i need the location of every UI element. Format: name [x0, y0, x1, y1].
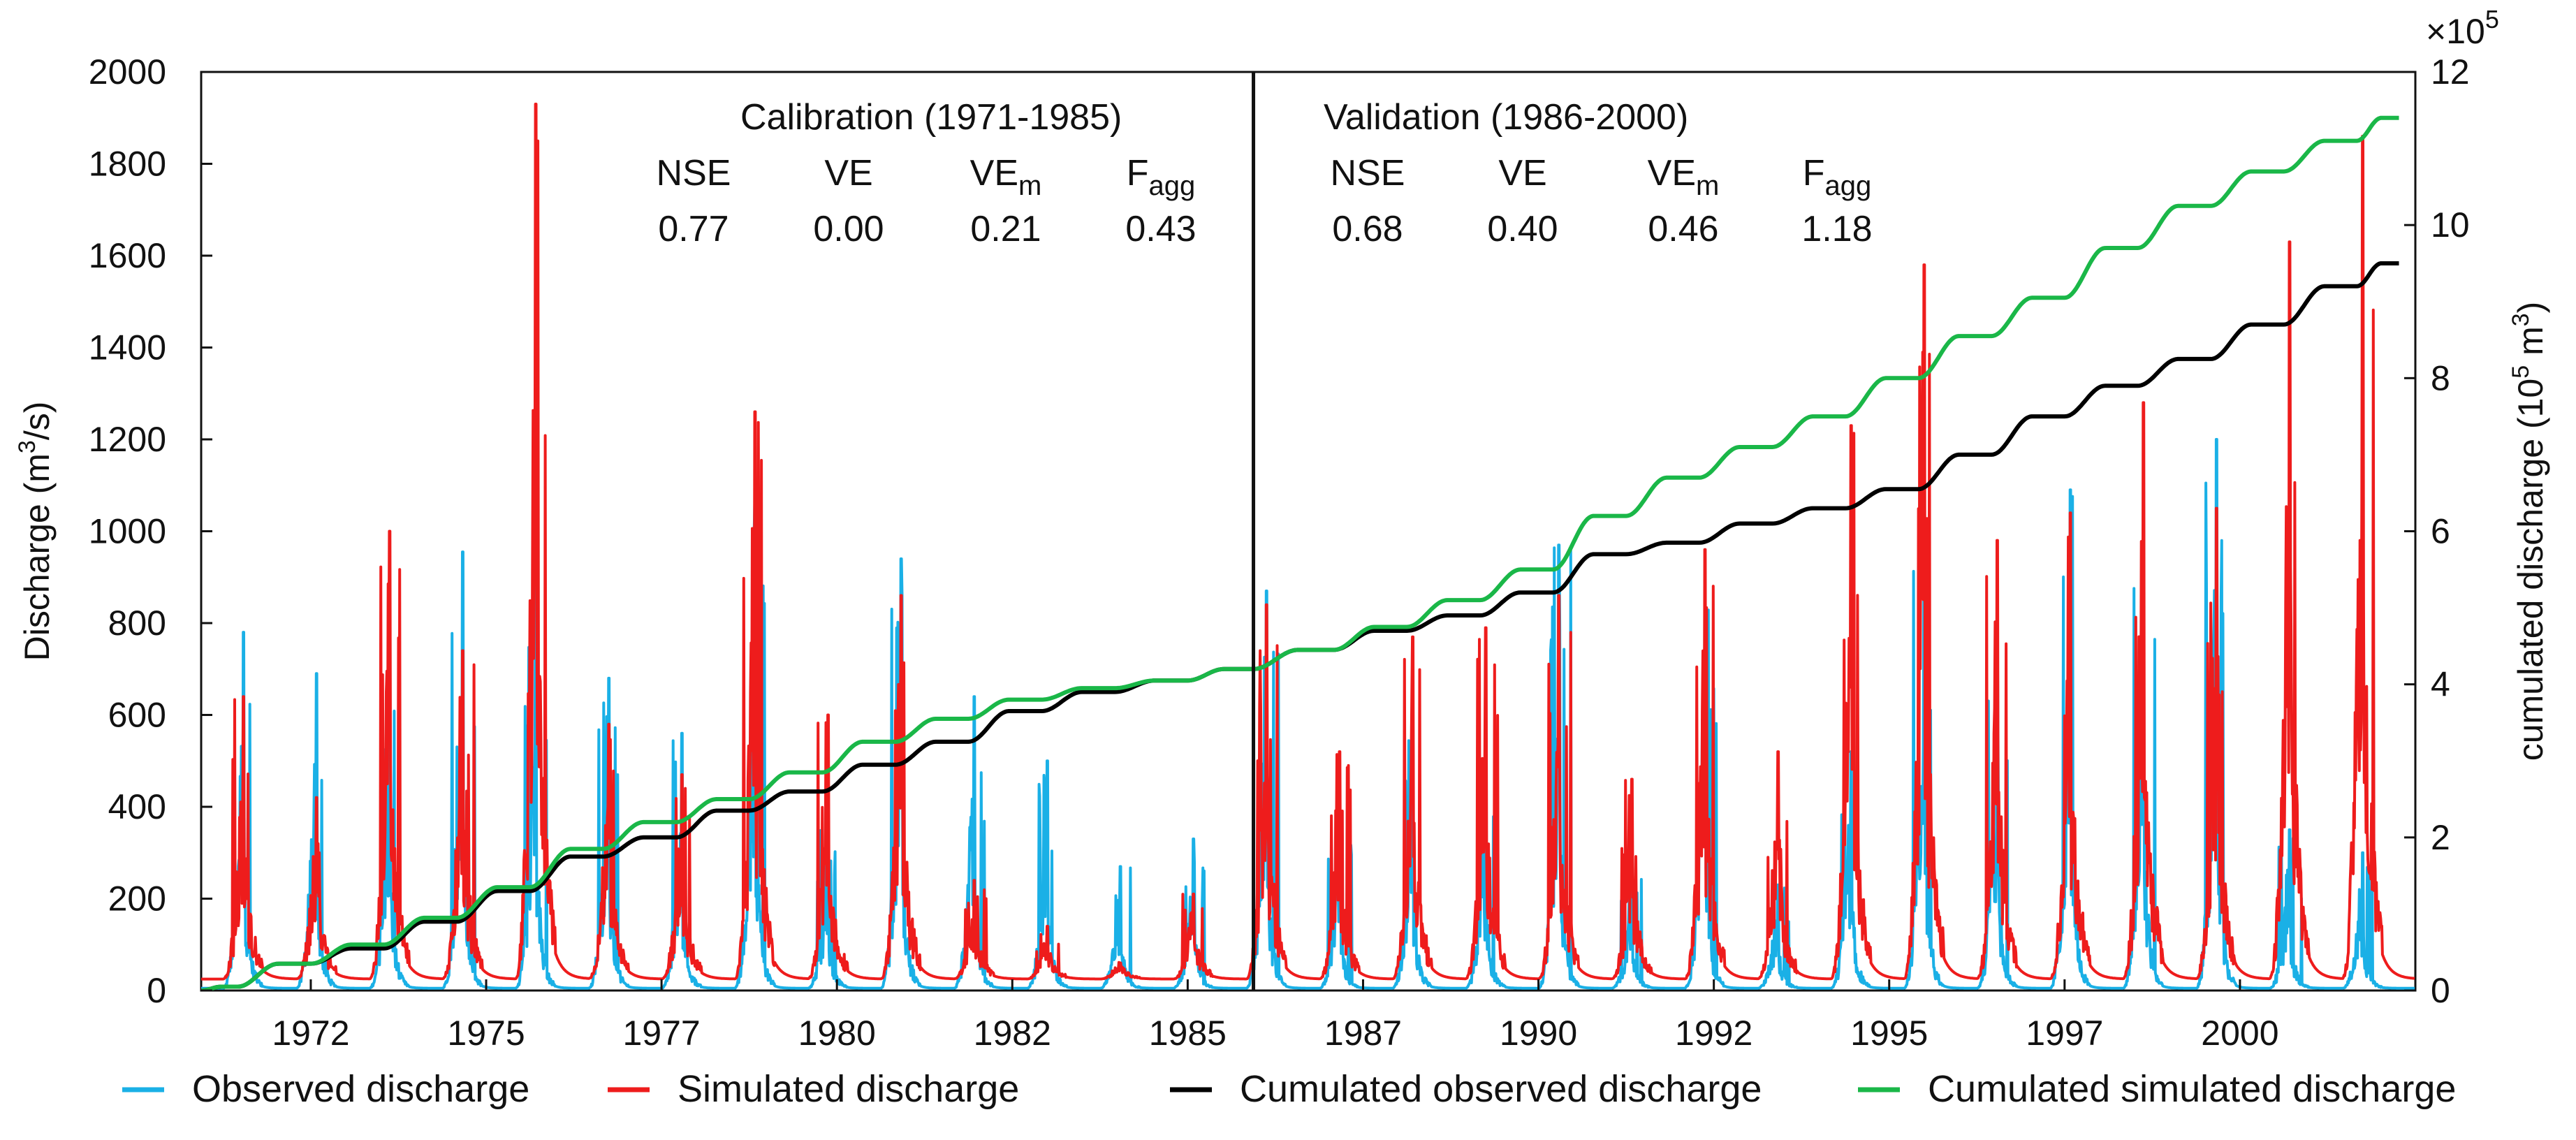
metric-name-sub: m	[1696, 170, 1719, 201]
x-tick-label: 1992	[1675, 1014, 1752, 1053]
metric-value: 0.43	[1125, 209, 1196, 249]
y-tick-label: 400	[108, 787, 166, 826]
y-tick-label: 200	[108, 879, 166, 919]
metric-name: Fagg	[1127, 153, 1196, 201]
y2-axis-label: cumulated discharge (105 m3)	[2508, 302, 2550, 761]
metric-name: VEm	[970, 153, 1042, 201]
metric-value: 1.18	[1801, 209, 1872, 249]
y2-tick-label: 2	[2431, 818, 2450, 857]
x-tick-label: 1995	[1850, 1014, 1928, 1053]
y-tick-label: 1200	[89, 420, 166, 459]
y-tick-label: 1600	[89, 236, 166, 275]
x-tick-label: 1977	[622, 1014, 700, 1053]
y-tick-label: 600	[108, 696, 166, 735]
x-tick-label: 1982	[974, 1014, 1051, 1053]
y2-tick-label: 8	[2431, 358, 2450, 397]
metric-name-sub: agg	[1825, 170, 1872, 201]
y2-axis-label-sup: 3	[2508, 313, 2534, 326]
series-line-observed-discharge	[201, 438, 2415, 990]
x-tick-label: 1990	[1500, 1014, 1577, 1053]
metric-name-base: VE	[1498, 153, 1546, 193]
y2-multiplier: ×105	[2426, 5, 2499, 51]
y-tick-label: 1400	[89, 328, 166, 367]
legend: Observed discharge Simulated discharge Cum…	[122, 1068, 2456, 1110]
x-tick-label: 1975	[447, 1014, 525, 1053]
x-tick-label: 1997	[2026, 1014, 2103, 1053]
metric-name: VE	[824, 153, 872, 193]
metric-value: 0.21	[970, 209, 1041, 249]
y2-axis-label-text: )	[2511, 302, 2550, 314]
metric-name: NSE	[657, 153, 731, 193]
x-tick-label: 1980	[798, 1014, 876, 1053]
y-tick-label: 800	[108, 604, 166, 643]
metric-value: 0.40	[1487, 209, 1558, 249]
y2-axis-label-text: m	[2511, 326, 2550, 365]
axes-group: 0 200 400 600 800 1000 1200 1400 1600 1800 2000 0 2 4…	[14, 5, 2550, 1053]
metric-name-sub: m	[1018, 170, 1041, 201]
metric-name: VEm	[1648, 153, 1720, 201]
metric-name-base: VE	[970, 153, 1018, 193]
metric-value: 0.46	[1648, 209, 1718, 249]
metric-value: 0.77	[658, 209, 729, 249]
metric-name-base: NSE	[657, 153, 731, 193]
y2-multiplier-base: ×10	[2426, 12, 2485, 51]
metric-name-base: NSE	[1331, 153, 1405, 193]
metric-name: NSE	[1331, 153, 1405, 193]
x-tick-label: 1987	[1324, 1014, 1402, 1053]
y-tick-label: 0	[147, 971, 166, 1010]
metric-value: 0.68	[1332, 209, 1403, 249]
y2-multiplier-exp: 5	[2485, 5, 2499, 34]
y-tick-label: 1800	[89, 145, 166, 184]
x-tick-label: 2000	[2201, 1014, 2278, 1053]
series-group	[201, 72, 2415, 991]
validation-title: Validation (1986-2000)	[1324, 97, 1688, 138]
y2-axis-label-sup: 5	[2508, 365, 2534, 379]
legend-label-observed-discharge: Observed discharge	[192, 1068, 529, 1110]
y-tick-label: 1000	[89, 512, 166, 551]
y-tick-label: 2000	[89, 52, 166, 92]
legend-label-cumulated-observed-discharge: Cumulated observed discharge	[1240, 1068, 1762, 1110]
legend-label-simulated-discharge: Simulated discharge	[678, 1068, 1019, 1110]
metric-value: 0.00	[813, 209, 884, 249]
annotations-group: Calibration (1971-1985)NSE0.77VE0.00VEm0…	[657, 97, 1873, 249]
legend-label-cumulated-simulated-discharge: Cumulated simulated discharge	[1928, 1068, 2456, 1110]
metric-name-sub: agg	[1149, 170, 1196, 201]
metric-name-base: VE	[824, 153, 872, 193]
y2-tick-label: 4	[2431, 665, 2450, 704]
y-axis-label-text: Discharge (m	[17, 453, 57, 661]
y2-tick-label: 6	[2431, 512, 2450, 551]
y-axis-label: Discharge (m3/s)	[14, 402, 57, 662]
x-tick-label: 1972	[272, 1014, 349, 1053]
metric-name-base: F	[1803, 153, 1825, 193]
y2-axis-label-text: cumulated discharge (10	[2511, 379, 2550, 761]
x-tick-label: 1985	[1149, 1014, 1227, 1053]
y2-tick-label: 0	[2431, 971, 2450, 1010]
y2-tick-label: 12	[2431, 52, 2470, 92]
y2-tick-label: 10	[2431, 205, 2470, 244]
y-axis-label-text: /s)	[17, 402, 57, 441]
metric-name-base: F	[1127, 153, 1149, 193]
series-line-simulated-discharge	[201, 103, 2415, 981]
metric-name-base: VE	[1648, 153, 1696, 193]
metric-name: VE	[1498, 153, 1546, 193]
series-line-cumulated-simulated-discharge	[201, 115, 2399, 991]
calibration-title: Calibration (1971-1985)	[740, 97, 1122, 138]
y-axis-label-sup: 3	[14, 440, 41, 453]
metric-name: Fagg	[1803, 153, 1872, 201]
